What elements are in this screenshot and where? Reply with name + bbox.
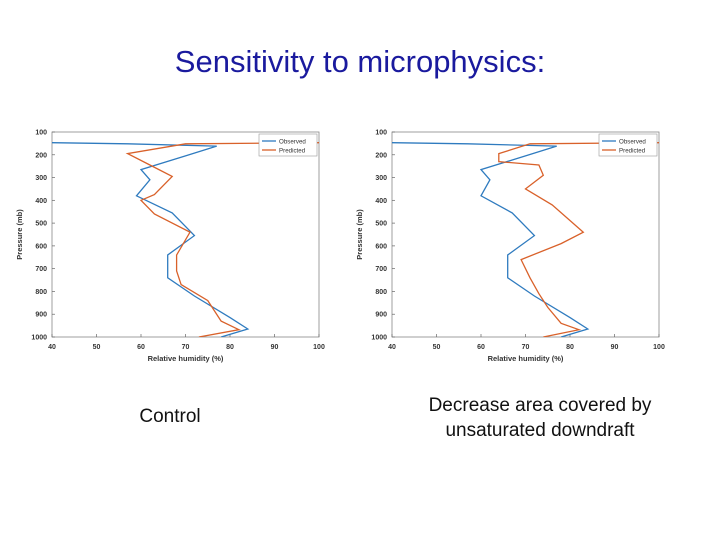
x-tick-label: 80 [226,344,234,351]
y-tick-label: 700 [35,266,47,273]
y-tick-label: 600 [375,243,387,250]
y-tick-label: 100 [35,130,47,137]
y-tick-label: 900 [35,312,47,319]
y-tick-label: 300 [35,175,47,182]
y-tick-label: 300 [375,175,387,182]
x-tick-label: 100 [653,344,665,351]
x-axis-label: Relative humidity (%) [488,354,564,363]
chart-decreased-downdraft: 40 50 60 70 80 90 100 100 200 300 400 500 600 700 800 9… [355,130,665,364]
x-tick-label: 50 [433,344,441,351]
y-tick-label: 500 [375,221,387,228]
x-tick-label: 40 [48,344,56,351]
series-line-observed [52,142,250,337]
y-tick-label: 800 [375,289,387,296]
x-tick-label: 100 [313,344,325,351]
x-tick-label: 80 [566,344,574,351]
chart-control: 40 50 60 70 80 90 100 100 200 300 400 500 600 700 800 9… [15,130,325,364]
slide-title: Sensitivity to microphysics: [174,44,546,79]
y-axis-label: Pressure (mb) [355,209,364,260]
x-tick-label: 60 [477,344,485,351]
x-tick-label: 60 [137,344,145,351]
legend-label-predicted: Predicted [619,147,646,154]
x-tick-label: 70 [522,344,530,351]
y-tick-label: 1000 [31,335,47,342]
legend-label-observed: Observed [619,138,646,145]
y-axis-label: Pressure (mb) [15,209,24,260]
y-tick-label: 700 [375,266,387,273]
x-axis-label: Relative humidity (%) [148,354,224,363]
series-line-observed [392,142,590,337]
y-tick-label: 1000 [371,335,387,342]
x-tick-label: 90 [271,344,279,351]
x-tick-label: 70 [182,344,190,351]
legend-label-observed: Observed [279,138,306,145]
x-tick-label: 40 [388,344,396,351]
y-tick-label: 200 [35,152,47,159]
y-tick-label: 200 [375,152,387,159]
series-line-predicted [498,142,659,337]
y-tick-label: 800 [35,289,47,296]
y-tick-label: 100 [375,130,387,137]
y-tick-label: 900 [375,312,387,319]
y-tick-label: 600 [35,243,47,250]
legend-label-predicted: Predicted [279,147,306,154]
y-tick-label: 400 [35,198,47,205]
series-line-predicted [125,142,319,337]
plot-frame [391,131,660,338]
y-tick-label: 500 [35,221,47,228]
caption-decreased-downdraft: Decrease area covered by unsaturated dow… [428,395,652,441]
x-tick-label: 90 [611,344,619,351]
y-tick-label: 400 [375,198,387,205]
caption-control: Control [139,406,201,427]
x-tick-label: 50 [93,344,101,351]
plot-frame [51,131,320,338]
